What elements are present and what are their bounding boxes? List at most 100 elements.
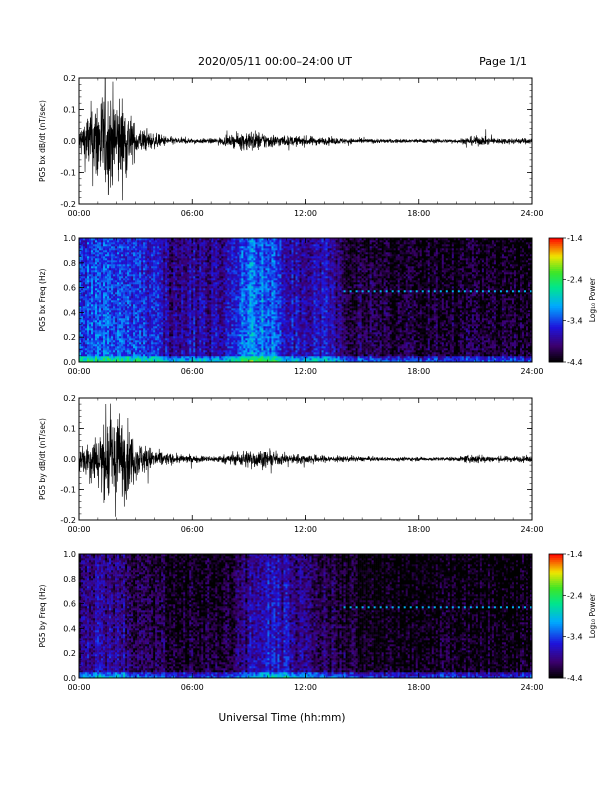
heatmap-cell — [185, 256, 187, 258]
heatmap-cell — [149, 328, 151, 330]
heatmap-cell — [189, 358, 191, 360]
heatmap-cell — [131, 288, 133, 290]
heatmap-cell — [151, 246, 153, 248]
heatmap-cell — [111, 324, 113, 326]
heatmap-cell — [119, 298, 121, 300]
heatmap-cell — [149, 342, 151, 344]
heatmap-cell — [111, 270, 113, 272]
heatmap-cell — [179, 256, 181, 258]
heatmap-cell — [187, 320, 189, 322]
heatmap-cell — [139, 346, 141, 348]
heatmap-cell — [151, 272, 153, 274]
heatmap-cell — [141, 246, 143, 248]
heatmap-cell — [83, 352, 85, 354]
heatmap-cell — [143, 346, 145, 348]
heatmap-cell — [111, 336, 113, 338]
heatmap-cell — [97, 264, 99, 266]
heatmap-cell — [131, 316, 133, 318]
heatmap-cell — [93, 252, 95, 254]
heatmap-cell — [139, 302, 141, 304]
heatmap-cell — [145, 244, 147, 246]
heatmap-cell — [129, 282, 131, 284]
heatmap-cell — [153, 346, 155, 348]
heatmap-cell — [121, 308, 123, 310]
heatmap-cell — [85, 250, 87, 252]
heatmap-cell — [171, 298, 173, 300]
heatmap-cell — [173, 338, 175, 340]
heatmap-cell — [167, 274, 169, 276]
heatmap-cell — [139, 244, 141, 246]
heatmap-cell — [147, 288, 149, 290]
heatmap-cell — [187, 288, 189, 290]
heatmap-cell — [87, 328, 89, 330]
heatmap-cell — [151, 336, 153, 338]
heatmap-cell — [91, 270, 93, 272]
heatmap-cell — [153, 250, 155, 252]
heatmap-cell — [185, 290, 187, 292]
heatmap-cell — [123, 288, 125, 290]
heatmap-cell — [151, 344, 153, 346]
heatmap-cell — [95, 306, 97, 308]
heatmap-cell — [179, 284, 181, 286]
heatmap-cell — [133, 312, 135, 314]
heatmap-cell — [127, 326, 129, 328]
heatmap-cell — [147, 250, 149, 252]
heatmap-cell — [159, 342, 161, 344]
heatmap-cell — [93, 282, 95, 284]
heatmap-cell — [99, 304, 101, 306]
heatmap-cell — [103, 328, 105, 330]
heatmap-cell — [167, 256, 169, 258]
heatmap-cell — [159, 256, 161, 258]
heatmap-cell — [109, 326, 111, 328]
heatmap-cell — [91, 282, 93, 284]
heatmap-cell — [171, 340, 173, 342]
heatmap-cell — [193, 256, 195, 258]
heatmap-cell — [193, 316, 195, 318]
heatmap-cell — [145, 242, 147, 244]
heatmap-cell — [183, 276, 185, 278]
heatmap-cell — [101, 344, 103, 346]
heatmap-cell — [139, 272, 141, 274]
heatmap-cell — [93, 242, 95, 244]
heatmap-cell — [187, 322, 189, 324]
heatmap-cell — [135, 266, 137, 268]
heatmap-cell — [101, 328, 103, 330]
heatmap-cell — [95, 268, 97, 270]
heatmap-cell — [127, 354, 129, 356]
heatmap-cell — [185, 298, 187, 300]
heatmap-cell — [131, 274, 133, 276]
heatmap-cell — [101, 306, 103, 308]
heatmap-cell — [91, 248, 93, 250]
heatmap-cell — [169, 344, 171, 346]
heatmap-cell — [91, 294, 93, 296]
heatmap-cell — [141, 358, 143, 360]
heatmap-cell — [137, 298, 139, 300]
heatmap-cell — [195, 256, 197, 258]
heatmap-cell — [99, 260, 101, 262]
heatmap-cell — [185, 354, 187, 356]
heatmap-cell — [119, 276, 121, 278]
heatmap-cell — [81, 252, 83, 254]
heatmap-cell — [163, 248, 165, 250]
heatmap-cell — [101, 276, 103, 278]
heatmap-cell — [143, 318, 145, 320]
heatmap-cell — [91, 324, 93, 326]
heatmap-cell — [93, 318, 95, 320]
heatmap-cell — [81, 308, 83, 310]
heatmap-cell — [193, 318, 195, 320]
heatmap-cell — [83, 318, 85, 320]
heatmap-cell — [103, 320, 105, 322]
heatmap-cell — [189, 264, 191, 266]
heatmap-cell — [125, 318, 127, 320]
heatmap-cell — [159, 312, 161, 314]
heatmap-cell — [149, 300, 151, 302]
heatmap-cell — [87, 310, 89, 312]
heatmap-cell — [119, 278, 121, 280]
heatmap-cell — [191, 340, 193, 342]
heatmap-cell — [113, 286, 115, 288]
heatmap-cell — [105, 322, 107, 324]
heatmap-cell — [91, 344, 93, 346]
heatmap-cell — [119, 334, 121, 336]
heatmap-cell — [137, 252, 139, 254]
heatmap-cell — [91, 240, 93, 242]
